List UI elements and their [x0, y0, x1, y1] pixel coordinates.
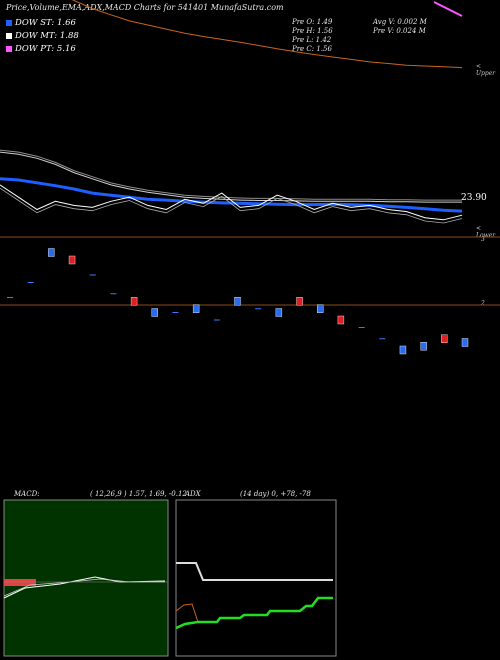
- stat-open: Pre O: 1.49: [292, 18, 333, 26]
- lower-band-label: < Lower: [476, 225, 496, 239]
- adx-pane-frame: [175, 499, 337, 657]
- volume-bar: [296, 297, 303, 306]
- macd-label: MACD:: [14, 490, 40, 498]
- legend-dow-pt: DOW PT: 5.16: [6, 44, 76, 54]
- adx-label: ADX: [185, 490, 201, 498]
- series-line-dow-mt-band: [0, 149, 462, 201]
- legend-swatch-mt: [6, 32, 12, 39]
- stat-avg-vol: Avg V: 0.002 M: [373, 18, 427, 26]
- volume-bar: [130, 297, 138, 306]
- chart-title: Price,Volume,EMA,ADX,MACD Charts for 541…: [6, 3, 284, 12]
- volume-bar: [275, 308, 283, 317]
- plus-di-line: [175, 596, 333, 630]
- series-line-dow-st: [0, 177, 463, 213]
- volume-bar: [317, 304, 324, 313]
- volume-axis-mid: 2: [481, 300, 485, 307]
- pt-trend-segment: [433, 1, 463, 17]
- series-line-price: [0, 184, 463, 221]
- stat-low: Pre L: 1.42: [292, 36, 332, 44]
- macd-histogram: [4, 579, 36, 586]
- volume-bar: [441, 334, 448, 343]
- stat-pre-vol: Pre V: 0.024 M: [373, 27, 426, 35]
- adx-params: (14 day) 0, +78, -78: [240, 490, 311, 498]
- legend-dow-st: DOW ST: 1.66: [6, 18, 76, 28]
- upper-band-label: < Upper: [476, 63, 496, 77]
- series-line-dow-mt: [0, 151, 462, 203]
- stat-high: Pre H: 1.56: [292, 27, 333, 35]
- legend-swatch-pt: [6, 45, 12, 52]
- legend-swatch-st: [6, 19, 12, 26]
- series-line-dow-pt: [71, 0, 463, 69]
- volume-bar: [461, 338, 469, 347]
- volume-bar: [399, 345, 407, 355]
- macd-params: ( 12,26,9 ) 1.57, 1.69, -0.12: [90, 490, 187, 498]
- volume-bar: [68, 255, 76, 265]
- stat-close: Pre C: 1.56: [292, 45, 332, 53]
- volume-bar: [151, 308, 158, 317]
- volume-bar: [234, 297, 241, 306]
- last-price-label: 23.90: [461, 193, 487, 203]
- macd-pane-frame: [3, 499, 169, 657]
- volume-axis-top: 3: [481, 236, 485, 243]
- adx-line: [176, 562, 333, 581]
- volume-bar: [192, 304, 200, 313]
- volume-bar: [48, 248, 55, 257]
- legend-dow-mt: DOW MT: 1.88: [6, 31, 79, 41]
- series-line-price-avg: [0, 187, 463, 224]
- volume-bar: [337, 315, 345, 325]
- volume-bar: [420, 342, 427, 351]
